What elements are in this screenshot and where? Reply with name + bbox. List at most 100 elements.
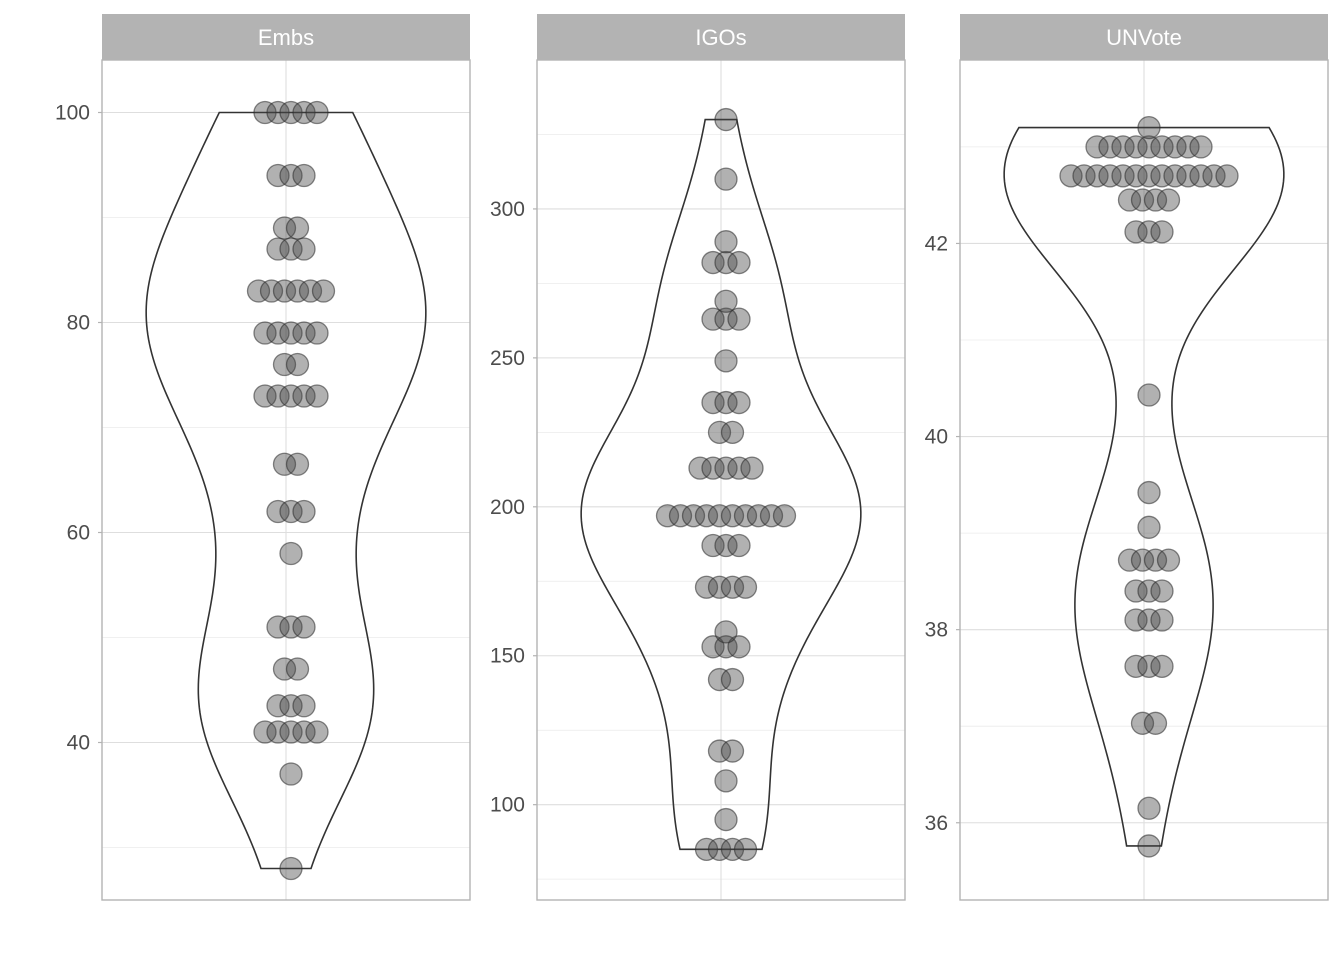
data-point	[1143, 548, 1168, 572]
data-point	[714, 107, 738, 132]
y-tick-label: 60	[67, 522, 90, 545]
data-point	[253, 384, 277, 408]
data-point	[266, 100, 290, 125]
data-point	[727, 307, 751, 331]
facet-title: Embs	[258, 25, 314, 50]
data-point	[1163, 164, 1187, 188]
data-point	[279, 499, 303, 524]
data-point	[279, 694, 303, 718]
data-point	[727, 456, 751, 480]
facet-strip	[102, 14, 470, 60]
data-point	[1189, 164, 1213, 188]
data-point	[694, 575, 719, 599]
violin-outline	[580, 118, 862, 851]
data-point	[311, 279, 336, 303]
data-point	[1150, 654, 1174, 678]
data-point	[727, 533, 751, 558]
data-point	[720, 420, 745, 444]
data-point	[1098, 135, 1122, 159]
data-point	[272, 657, 297, 681]
data-point	[279, 163, 303, 188]
data-point	[1059, 164, 1083, 188]
data-point	[714, 533, 738, 558]
data-point	[714, 390, 738, 415]
facet-title: UNVote	[1106, 25, 1182, 50]
data-point	[1137, 654, 1161, 678]
data-point	[285, 216, 310, 240]
data-point	[759, 504, 784, 528]
data-point	[714, 456, 738, 480]
data-point	[1137, 383, 1161, 407]
data-point	[746, 504, 771, 528]
data-point	[246, 279, 271, 303]
data-point	[1137, 579, 1161, 603]
y-tick-label: 80	[67, 312, 90, 335]
data-point	[714, 289, 738, 313]
data-point	[285, 279, 310, 303]
y-tick-label: 38	[925, 619, 948, 642]
data-point	[694, 504, 719, 528]
data-point	[272, 216, 297, 240]
data-point	[1124, 164, 1148, 188]
y-tick-label: 300	[490, 198, 525, 221]
data-point	[707, 837, 732, 862]
data-point	[655, 504, 680, 528]
data-point	[701, 635, 725, 659]
data-point	[285, 352, 310, 377]
data-point	[701, 533, 725, 558]
data-point	[259, 279, 284, 303]
data-point	[707, 504, 732, 528]
violin-outline	[145, 111, 427, 870]
data-point	[707, 667, 732, 692]
data-point	[714, 769, 738, 793]
data-point	[1156, 188, 1181, 212]
data-point	[1137, 515, 1161, 539]
data-point	[688, 456, 712, 480]
data-point	[266, 384, 290, 408]
data-point	[266, 237, 290, 261]
data-point	[292, 384, 316, 408]
data-point	[292, 163, 316, 188]
data-point	[266, 720, 290, 744]
data-point	[727, 390, 751, 415]
data-point	[720, 739, 745, 763]
data-point	[1085, 135, 1109, 159]
data-point	[714, 620, 738, 644]
data-point	[279, 720, 303, 744]
data-point	[1143, 188, 1168, 212]
data-point	[1176, 135, 1200, 159]
data-point	[285, 452, 310, 476]
data-point	[266, 321, 290, 345]
y-tick-label: 40	[925, 426, 948, 449]
data-point	[720, 837, 745, 862]
data-point	[1124, 579, 1148, 603]
data-point	[714, 307, 738, 331]
data-point	[253, 720, 277, 744]
data-point	[772, 504, 797, 528]
y-tick-label: 40	[67, 732, 90, 755]
data-point	[1072, 164, 1096, 188]
data-point	[279, 100, 303, 125]
data-point	[1163, 135, 1187, 159]
data-point	[714, 167, 738, 191]
data-point	[1202, 164, 1226, 188]
data-point	[701, 456, 725, 480]
y-tick-label: 150	[490, 645, 525, 668]
facet-strip	[960, 14, 1328, 60]
facet-title: IGOs	[695, 25, 746, 50]
data-point	[1085, 164, 1109, 188]
data-point	[266, 499, 290, 524]
data-point	[272, 279, 297, 303]
data-point	[305, 100, 329, 125]
data-point	[714, 807, 738, 832]
data-point	[266, 615, 290, 639]
data-point	[733, 575, 758, 599]
data-point	[1137, 164, 1161, 188]
panel-1: IGOs 100 150 200 250 300	[490, 14, 906, 901]
data-point	[1143, 711, 1168, 735]
data-point	[292, 321, 316, 345]
data-point	[279, 762, 303, 786]
data-point	[1176, 164, 1200, 188]
data-point	[279, 384, 303, 408]
